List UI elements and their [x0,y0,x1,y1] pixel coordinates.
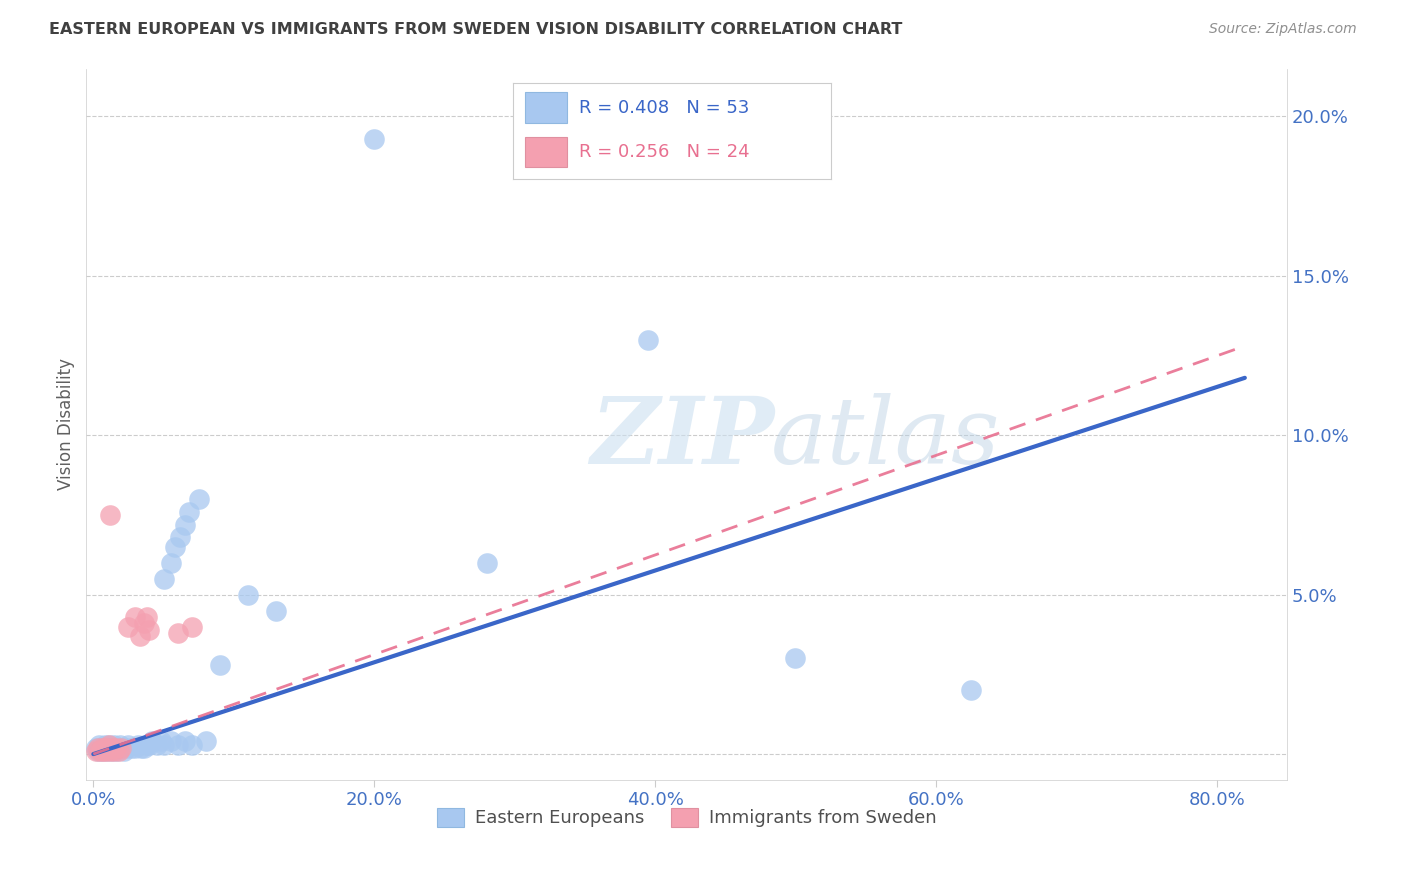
Point [264,604,287,618]
Point [138,738,160,752]
Point [98,744,121,758]
Point [105,744,128,758]
Point [97,738,120,752]
Point [180,619,202,633]
Point [169,530,191,544]
Point [107,740,129,755]
Point [637,333,659,347]
Point [94,740,117,755]
Point [135,610,157,624]
Point [363,131,385,145]
Point [96,744,118,758]
Point [117,738,139,752]
Point [114,740,136,755]
Point [100,740,122,755]
Text: atlas: atlas [770,393,1000,483]
Point [120,740,142,755]
Point [112,744,135,758]
Point [107,744,129,758]
Point [91,740,114,755]
Point [117,619,139,633]
Point [159,556,181,570]
Point [173,734,195,748]
Legend: Eastern Europeans, Immigrants from Sweden: Eastern Europeans, Immigrants from Swede… [429,801,943,835]
Point [135,738,157,752]
Point [132,616,155,631]
Point [86,744,108,758]
Point [180,738,202,752]
Point [110,740,132,755]
Point [149,734,172,748]
Point [90,740,112,755]
Point [960,683,983,698]
Point [87,738,110,752]
Point [124,610,146,624]
Point [89,744,111,758]
Point [152,738,174,752]
Point [98,740,121,755]
Point [103,744,125,758]
Point [163,540,186,554]
Point [84,744,107,758]
Point [86,740,108,755]
Point [96,740,118,755]
Text: Source: ZipAtlas.com: Source: ZipAtlas.com [1209,22,1357,37]
Point [129,740,152,755]
Text: ZIP: ZIP [591,393,775,483]
Point [194,734,217,748]
Point [97,738,120,752]
Point [208,657,231,672]
Point [145,738,167,752]
Point [104,740,127,755]
Text: EASTERN EUROPEAN VS IMMIGRANTS FROM SWEDEN VISION DISABILITY CORRELATION CHART: EASTERN EUROPEAN VS IMMIGRANTS FROM SWED… [49,22,903,37]
Point [124,740,146,755]
Point [89,740,111,755]
Point [236,588,259,602]
Point [127,738,149,752]
Point [159,734,181,748]
Point [91,744,114,758]
Point [93,738,115,752]
Point [98,508,121,522]
Point [132,740,155,755]
Point [166,738,188,752]
Point [93,740,115,755]
Point [128,629,150,643]
Point [475,556,498,570]
Point [785,651,807,665]
Point [90,744,112,758]
Point [187,491,209,506]
Point [100,744,122,758]
Point [177,505,200,519]
Point [173,517,195,532]
Point [103,738,125,752]
Point [94,744,117,758]
Point [141,734,163,748]
Point [84,740,107,755]
Point [152,572,174,586]
Point [104,740,127,755]
Point [166,626,188,640]
Y-axis label: Vision Disability: Vision Disability [58,358,75,490]
Point [101,740,124,755]
Point [108,738,131,752]
Point [138,623,160,637]
Point [110,740,132,755]
